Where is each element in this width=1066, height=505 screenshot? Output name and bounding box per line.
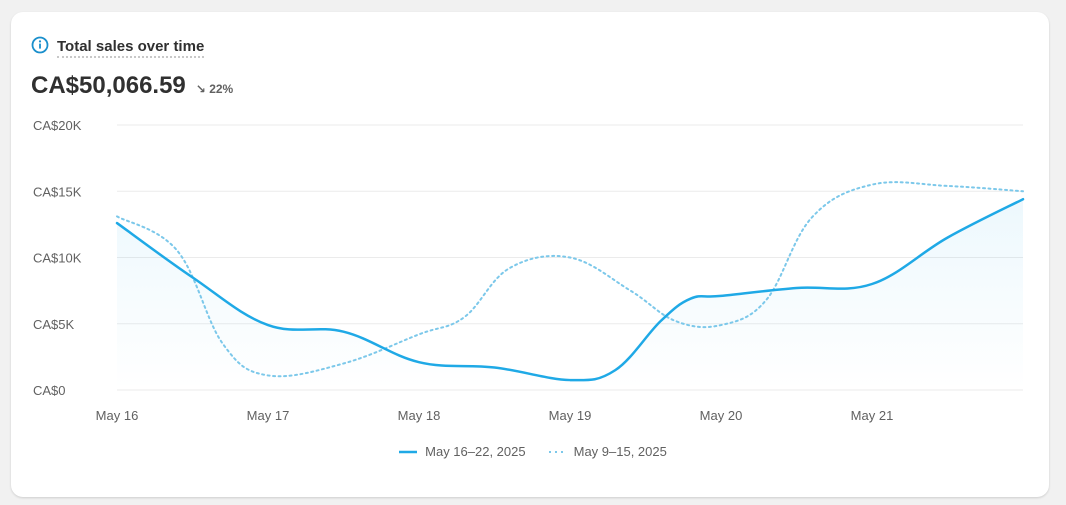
total-value: CA$50,066.59 — [31, 72, 186, 99]
legend-item-current[interactable]: May 16–22, 2025 — [399, 444, 526, 459]
y-tick-label: CA$10K — [33, 251, 82, 266]
series-line-current[interactable] — [115, 197, 1025, 382]
dotted-line-swatch — [548, 450, 566, 453]
y-tick-label: CA$0 — [33, 383, 66, 398]
x-tick-label: May 20 — [700, 408, 743, 423]
legend-item-previous[interactable]: May 9–15, 2025 — [548, 444, 667, 459]
solid-line-swatch — [399, 450, 418, 453]
change-indicator: ↘ 22% — [196, 82, 233, 96]
legend-label: May 9–15, 2025 — [573, 444, 667, 459]
x-tick-label: May 18 — [398, 408, 441, 423]
sales-card — [11, 12, 1049, 497]
x-tick-label: May 19 — [549, 408, 592, 423]
x-tick-label: May 17 — [247, 408, 290, 423]
series-area — [117, 199, 1023, 390]
y-tick-label: CA$15K — [33, 184, 82, 199]
y-tick-label: CA$5K — [33, 317, 75, 332]
x-tick-label: May 21 — [851, 408, 894, 423]
arrow-down-right-icon: ↘ — [195, 82, 206, 96]
card-title[interactable]: Total sales over time — [57, 38, 205, 58]
card-header: Total sales over time — [31, 36, 205, 59]
chart-legend: May 16–22, 2025 May 9–15, 2025 — [0, 444, 1066, 459]
line-chart: CA$0 CA$5K CA$10K CA$15K CA$20K May 16 May 17 M… — [33, 118, 1025, 423]
change-percent: 22% — [209, 82, 234, 96]
total-summary: CA$50,066.59 ↘ 22% — [31, 72, 233, 100]
series-line-previous[interactable] — [116, 181, 1024, 378]
legend-label: May 16–22, 2025 — [425, 444, 526, 459]
info-circle-icon[interactable] — [31, 36, 49, 59]
y-tick-label: CA$20K — [33, 118, 82, 133]
x-tick-label: May 16 — [96, 408, 139, 423]
